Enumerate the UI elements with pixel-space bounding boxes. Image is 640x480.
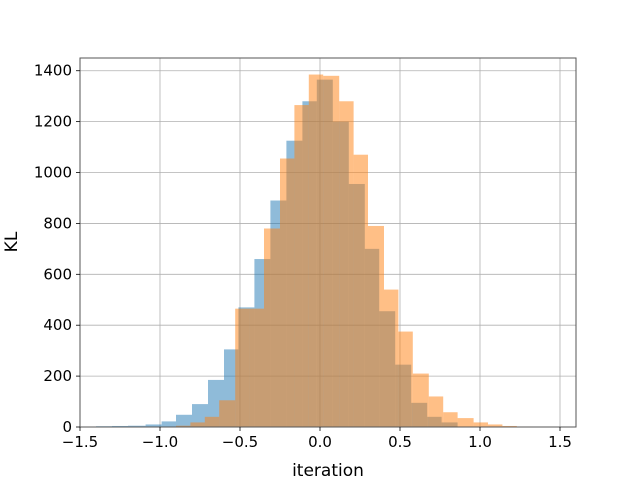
x-tick-label: −0.5 — [222, 433, 258, 451]
x-tick-label: 0.0 — [308, 433, 332, 451]
histogram-bar-series-2-bin-21 — [473, 422, 488, 427]
histogram-bar-series-2-bin-17 — [412, 373, 429, 427]
x-axis-ticks: −1.5 −1.0 −0.5 0.0 0.5 1.0 1.5 — [62, 427, 572, 451]
histogram-bar-series-2-bin-6 — [249, 308, 264, 427]
histogram-bar-series-2-bin-2 — [190, 422, 205, 427]
histogram-bar-series-2-bin-13 — [353, 154, 368, 428]
histogram-bar-series-2-bin-4 — [219, 400, 236, 427]
histogram-bar-series-2-bin-22 — [488, 424, 503, 427]
y-tick-label: 1000 — [34, 164, 72, 182]
plot-frame — [79, 57, 577, 428]
histogram-bar-series-1-bin-3 — [128, 425, 146, 427]
histogram-bar-series-2-bin-20 — [457, 418, 474, 427]
y-axis-label: KL — [2, 231, 22, 252]
histogram-bar-series-2-bin-7 — [264, 228, 280, 427]
histogram-bar-series-1-bin-2 — [112, 425, 128, 427]
x-tick-label: 1.0 — [468, 433, 492, 451]
histogram-bar-series-2-bin-3 — [204, 416, 220, 427]
y-tick-label: 800 — [43, 214, 72, 232]
histogram-bar-series-2-bin-8 — [280, 158, 295, 427]
histogram-bar-series-1-bin-5 — [161, 421, 176, 427]
y-tick-label: 600 — [43, 265, 72, 283]
histogram-bar-series-2-bin-11 — [323, 75, 340, 428]
y-tick-label: 1400 — [34, 62, 72, 80]
histogram-bars — [96, 74, 533, 428]
histogram-bar-series-2-bin-10 — [308, 74, 324, 427]
histogram-bar-series-2-bin-19 — [443, 412, 458, 427]
histogram-bar-series-1-bin-6 — [176, 414, 192, 427]
histogram-bar-series-1-bin-7 — [192, 404, 208, 427]
histogram-bar-series-2-bin-14 — [368, 225, 384, 427]
histogram-bar-series-1-bin-4 — [145, 424, 162, 427]
y-tick-label: 200 — [43, 367, 72, 385]
y-tick-label: 400 — [43, 316, 72, 334]
x-tick-label: −1.0 — [142, 433, 178, 451]
y-axis-ticks: 0 200 400 600 800 1000 1200 1400 — [34, 62, 80, 436]
histogram-bar-series-2-bin-5 — [235, 308, 250, 427]
histogram-bar-series-2-bin-1 — [176, 425, 191, 427]
x-axis-label: iteration — [292, 461, 364, 480]
y-tick-label: 1200 — [34, 113, 72, 131]
histogram-bar-series-2-bin-12 — [339, 101, 354, 427]
histogram-bar-series-2-bin-18 — [428, 396, 444, 427]
histogram-bar-series-2-bin-23 — [502, 425, 517, 427]
histogram-bar-series-2-bin-16 — [398, 331, 413, 427]
x-tick-label: −1.5 — [62, 433, 98, 451]
histogram-bar-series-2-bin-15 — [384, 289, 399, 427]
x-tick-label: 1.5 — [548, 433, 572, 451]
histogram-bar-series-2-bin-9 — [294, 105, 309, 427]
x-tick-label: 0.5 — [388, 433, 412, 451]
y-tick-label: 0 — [62, 418, 72, 436]
